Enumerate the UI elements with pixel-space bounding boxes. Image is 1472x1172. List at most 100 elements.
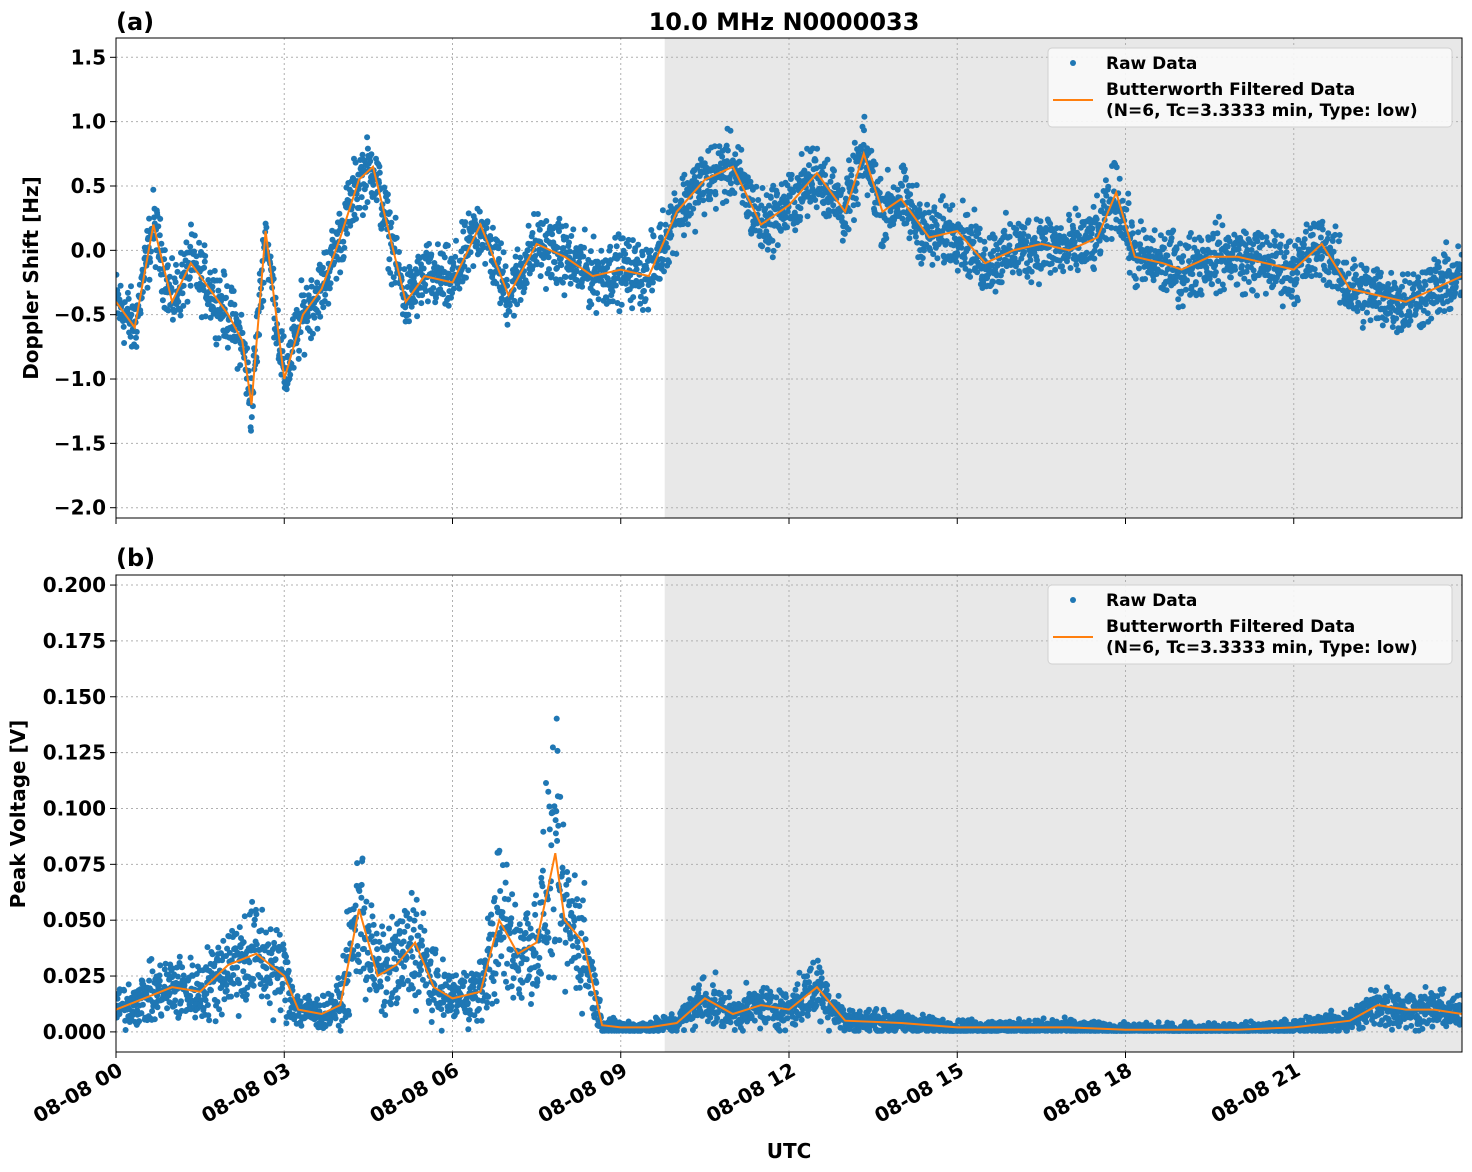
raw-point [322, 291, 329, 298]
raw-point [1407, 317, 1414, 324]
raw-point [1332, 223, 1339, 230]
raw-point [613, 243, 620, 250]
raw-point [306, 997, 313, 1004]
raw-point [453, 1009, 460, 1016]
raw-point [415, 932, 422, 939]
raw-point [1006, 233, 1013, 240]
raw-point [236, 325, 243, 332]
raw-point [552, 817, 559, 824]
raw-point [829, 173, 836, 180]
raw-point [127, 333, 134, 340]
raw-point [239, 329, 246, 336]
raw-point [248, 414, 255, 421]
raw-point [243, 991, 250, 998]
raw-point [1248, 247, 1255, 253]
raw-point [914, 239, 921, 246]
raw-point [439, 956, 446, 963]
raw-point [283, 1020, 290, 1027]
y-tick-label: 0.0 [71, 238, 106, 262]
raw-point [556, 228, 562, 235]
raw-point [378, 225, 385, 232]
raw-point [562, 222, 569, 229]
raw-point [619, 235, 626, 242]
raw-point [1319, 253, 1325, 260]
raw-point [622, 280, 629, 287]
raw-point [1447, 305, 1454, 312]
raw-point [156, 972, 163, 979]
raw-point [1375, 299, 1382, 306]
raw-point [503, 276, 510, 283]
raw-point [691, 174, 698, 180]
raw-point [249, 898, 256, 905]
raw-point [440, 291, 447, 298]
raw-point [1229, 251, 1236, 257]
raw-point [122, 1027, 129, 1033]
raw-point [953, 258, 960, 265]
raw-point [852, 195, 859, 202]
raw-point [1325, 230, 1332, 237]
raw-point [284, 959, 291, 966]
raw-point [574, 896, 581, 903]
raw-point [869, 168, 876, 175]
raw-point [452, 253, 459, 260]
raw-point [579, 283, 586, 290]
raw-point [166, 990, 173, 997]
raw-point [659, 207, 666, 214]
raw-point [962, 260, 969, 267]
raw-point [954, 267, 961, 274]
raw-point [638, 281, 645, 288]
raw-point [465, 1026, 472, 1033]
raw-point [626, 243, 632, 250]
raw-point [155, 223, 162, 230]
raw-point [418, 300, 425, 307]
raw-point [662, 221, 669, 228]
raw-point [466, 1016, 472, 1023]
raw-point [500, 249, 507, 256]
legend-marker-raw [1070, 60, 1076, 66]
raw-point [1161, 244, 1167, 251]
raw-point [488, 911, 495, 918]
raw-point [298, 277, 305, 284]
raw-point [366, 923, 372, 929]
raw-point [549, 951, 556, 958]
raw-point [497, 300, 504, 307]
raw-point [1034, 257, 1040, 264]
raw-point [482, 260, 489, 267]
raw-point [912, 229, 919, 236]
raw-point [551, 974, 557, 981]
raw-point [266, 1000, 273, 1007]
y-tick-label: −2.0 [54, 496, 106, 520]
raw-point [211, 267, 218, 274]
raw-point [519, 979, 526, 986]
raw-point [496, 929, 503, 936]
raw-point [999, 268, 1006, 275]
raw-point [539, 883, 546, 890]
raw-point [251, 916, 258, 923]
raw-point [490, 978, 497, 985]
raw-point [157, 215, 164, 222]
raw-point [223, 982, 230, 989]
raw-point [1140, 226, 1147, 233]
raw-point [527, 925, 534, 932]
raw-point [1239, 263, 1245, 269]
raw-point [383, 989, 390, 996]
raw-point [769, 237, 776, 244]
raw-point [660, 256, 667, 263]
raw-point [388, 1001, 394, 1008]
raw-point [748, 230, 755, 237]
raw-point [356, 959, 362, 965]
raw-point [373, 197, 380, 204]
raw-point [1151, 227, 1158, 234]
raw-point [1399, 271, 1406, 278]
filtered-line [116, 150, 1462, 405]
raw-point [346, 1011, 353, 1018]
raw-point [1196, 271, 1203, 278]
raw-point [921, 247, 927, 254]
raw-point [297, 998, 304, 1005]
raw-point [1325, 269, 1332, 276]
raw-point [209, 951, 216, 958]
raw-point [546, 974, 552, 981]
raw-point [929, 261, 936, 268]
raw-point [609, 298, 616, 305]
raw-point [305, 313, 312, 320]
